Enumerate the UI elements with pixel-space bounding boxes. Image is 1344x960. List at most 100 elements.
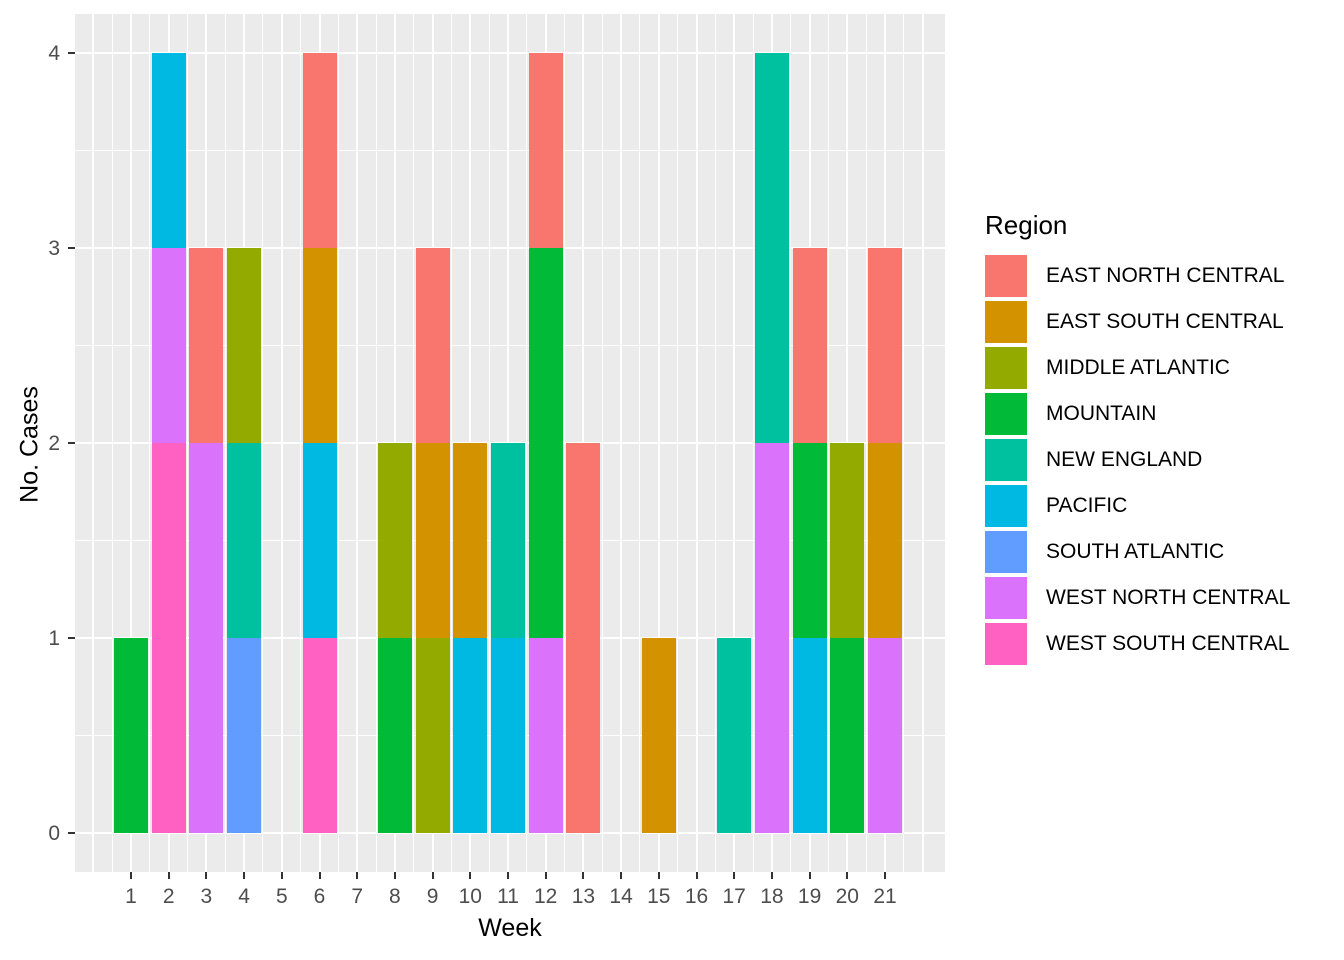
x-axis-tick-label: 7	[351, 885, 364, 908]
bar-week21-east-north-central	[868, 248, 902, 443]
legend-entry-new-england: NEW ENGLAND	[985, 439, 1290, 481]
legend-entry-west-north-central: WEST NORTH CENTRAL	[985, 577, 1290, 619]
x-axis-tick	[393, 872, 396, 879]
bar-week19-pacific	[792, 638, 827, 833]
x-axis-tick-label: 17	[722, 885, 746, 908]
legend-entry-east-south-central: EAST SOUTH CENTRAL	[985, 301, 1290, 343]
y-axis-tick	[68, 247, 75, 249]
x-axis-tick-label: 19	[797, 885, 822, 908]
x-axis-tick-label: 4	[238, 885, 250, 908]
x-axis-tick	[280, 872, 283, 879]
legend-color-swatch	[985, 393, 1027, 435]
h-minor-gridline	[75, 345, 945, 346]
legend-entry-south-atlantic: SOUTH ATLANTIC	[985, 531, 1290, 573]
bar-week10-east-south-central	[453, 443, 488, 638]
bar-week12-west-north-central	[528, 638, 563, 833]
bar-week13-east-north-central	[566, 443, 601, 833]
x-axis-tick	[318, 872, 321, 879]
legend-label: NEW ENGLAND	[1046, 448, 1203, 471]
x-axis-tick	[733, 872, 736, 879]
y-axis-tick	[68, 637, 75, 639]
bar-week17-new-england	[717, 638, 752, 833]
legend-label: WEST SOUTH CENTRAL	[1046, 632, 1290, 655]
legend: Region EAST NORTH CENTRAL EAST SOUTH CENT…	[985, 210, 1290, 665]
h-major-gridline	[75, 247, 945, 249]
bar-week6-pacific	[302, 443, 337, 638]
legend-color-swatch	[985, 347, 1027, 389]
x-axis-tick-label: 10	[458, 885, 482, 908]
bar-week2-west-south-central	[151, 443, 186, 833]
bar-week4-middle-atlantic	[227, 248, 262, 443]
h-minor-gridline	[75, 150, 945, 151]
x-axis-tick-label: 5	[275, 885, 288, 908]
bar-week20-middle-atlantic	[830, 443, 865, 638]
legend-label: SOUTH ATLANTIC	[1046, 540, 1225, 563]
bar-week2-west-north-central	[151, 248, 186, 443]
bar-week11-pacific	[491, 638, 525, 833]
x-axis-tick-label: 3	[200, 885, 213, 908]
x-axis-tick-label: 13	[571, 885, 596, 908]
y-axis-tick-label: 4	[48, 41, 60, 65]
x-axis-tick	[431, 872, 434, 879]
bar-week3-west-north-central	[189, 443, 224, 833]
legend-color-swatch	[985, 439, 1027, 481]
x-axis-tick-label: 14	[609, 885, 633, 908]
bar-week19-east-north-central	[792, 248, 827, 443]
bar-week19-mountain	[792, 443, 827, 638]
x-axis-tick	[657, 872, 660, 879]
legend-color-swatch	[985, 623, 1027, 665]
legend-label: MOUNTAIN	[1046, 402, 1157, 425]
bar-week21-west-north-central	[868, 638, 902, 833]
y-axis-tick-label: 0	[48, 821, 60, 845]
x-axis-tick-label: 12	[534, 885, 558, 908]
legend-entries: EAST NORTH CENTRAL EAST SOUTH CENTRAL MIDD…	[985, 255, 1290, 665]
bar-week12-east-north-central	[528, 53, 563, 248]
bar-week1-mountain	[114, 638, 148, 833]
bar-week9-east-north-central	[415, 248, 450, 443]
x-axis-tick-label: 6	[313, 885, 326, 908]
x-axis-tick-label: 2	[162, 885, 175, 908]
x-axis-tick-label: 18	[760, 885, 784, 908]
bar-week3-east-north-central	[189, 248, 224, 443]
legend-entry-middle-atlantic: MIDDLE ATLANTIC	[985, 347, 1290, 389]
legend-label: EAST NORTH CENTRAL	[1046, 264, 1285, 287]
x-axis-title: Week	[478, 914, 542, 942]
x-axis-tick-label: 15	[647, 885, 671, 908]
y-axis-tick	[68, 832, 75, 834]
x-axis-tick-label: 11	[497, 885, 519, 908]
legend-entry-mountain: MOUNTAIN	[985, 393, 1290, 435]
legend-label: PACIFIC	[1046, 494, 1128, 517]
bar-week18-new-england	[754, 53, 789, 443]
x-axis-tick	[582, 872, 585, 879]
y-axis-tick	[68, 442, 75, 444]
legend-entry-pacific: PACIFIC	[985, 485, 1290, 527]
x-axis-tick	[846, 872, 849, 879]
x-axis-tick	[884, 872, 886, 879]
x-axis-tick	[544, 872, 547, 879]
bar-week6-east-north-central	[302, 53, 337, 248]
bar-week4-south-atlantic	[227, 638, 262, 833]
bar-week6-west-south-central	[302, 638, 337, 833]
y-axis-tick-label: 1	[48, 626, 60, 650]
bar-week11-new-england	[491, 443, 525, 638]
x-axis-tick	[770, 872, 773, 879]
x-axis-tick-label: 16	[684, 885, 709, 908]
bar-week21-east-south-central	[868, 443, 902, 638]
x-axis-tick-label: 9	[426, 885, 439, 908]
bar-week8-middle-atlantic	[377, 443, 412, 638]
x-axis-tick	[507, 872, 509, 879]
legend-label: MIDDLE ATLANTIC	[1046, 356, 1230, 379]
legend-color-swatch	[985, 485, 1027, 527]
legend-entry-west-south-central: WEST SOUTH CENTRAL	[985, 623, 1290, 665]
legend-entry-east-north-central: EAST NORTH CENTRAL	[985, 255, 1290, 297]
x-axis-tick	[167, 872, 170, 879]
x-axis-tick	[469, 872, 472, 879]
y-axis-tick	[68, 52, 75, 54]
x-axis-tick	[130, 872, 132, 879]
bar-week10-pacific	[453, 638, 488, 833]
x-axis-tick	[243, 872, 246, 879]
legend-color-swatch	[985, 255, 1027, 297]
x-axis-tick	[356, 872, 359, 879]
legend-label: EAST SOUTH CENTRAL	[1046, 310, 1284, 333]
